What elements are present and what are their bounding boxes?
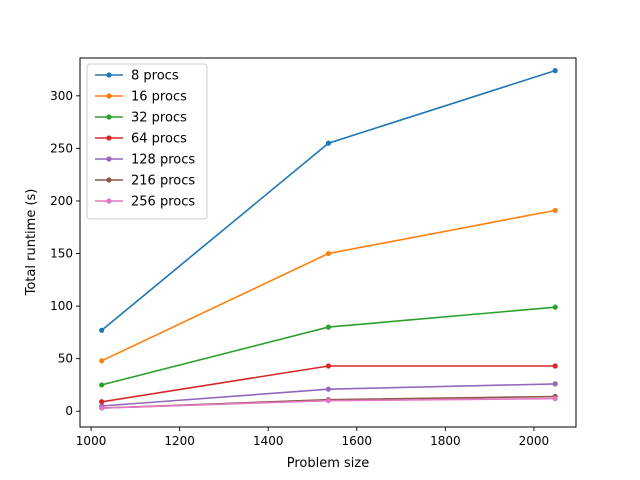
legend-item: 256 procs <box>95 195 195 210</box>
legend-label: 16 procs <box>131 90 187 105</box>
data-point <box>552 363 558 369</box>
y-tick-label: 300 <box>50 89 73 103</box>
series-layer <box>99 68 558 411</box>
data-point <box>552 207 558 214</box>
x-tick-label: 1200 <box>164 434 195 448</box>
legend-label: 32 procs <box>131 111 187 126</box>
legend-item: 64 procs <box>95 132 187 147</box>
data-point <box>552 381 558 387</box>
legend-label: 256 procs <box>131 195 195 210</box>
legend-swatch-marker <box>106 114 112 120</box>
data-point <box>99 405 105 411</box>
legend-item: 128 procs <box>95 153 195 168</box>
x-axis-label: Problem size <box>287 456 370 471</box>
legend-swatch-marker <box>106 198 112 204</box>
series-2 <box>99 304 558 388</box>
y-tick-label: 100 <box>50 299 73 313</box>
legend-item: 32 procs <box>95 111 187 126</box>
legend: 8 procs 16 procs 32 procs 64 procs 128 procs… <box>86 63 208 220</box>
data-point <box>99 327 105 333</box>
legend-label: 128 procs <box>131 153 195 168</box>
legend-item: 16 procs <box>95 90 187 105</box>
y-axis-label: Total runtime (s) <box>24 189 39 297</box>
y-tick-label: 200 <box>50 194 73 208</box>
x-tick-label: 1000 <box>76 434 107 448</box>
data-point <box>99 399 105 405</box>
data-point <box>552 68 558 74</box>
data-point <box>552 396 558 402</box>
data-point <box>325 250 332 257</box>
series-6 <box>99 396 558 411</box>
data-point <box>552 304 558 310</box>
plot-frame <box>79 57 577 428</box>
data-point <box>325 398 332 404</box>
series-3 <box>99 363 558 405</box>
legend-label: 216 procs <box>131 174 195 189</box>
x-tick-label: 1800 <box>430 434 461 448</box>
legend-item: 216 procs <box>95 174 195 189</box>
legend-swatch-marker <box>106 135 112 141</box>
legend-swatch-marker <box>106 156 112 162</box>
data-point <box>325 324 332 330</box>
legend-label: 64 procs <box>131 132 187 147</box>
legend-swatch-marker <box>106 177 112 183</box>
data-point <box>325 140 332 146</box>
x-axis: 1000 1200 1400 1600 1800 2000 <box>76 427 549 448</box>
data-point <box>99 358 105 364</box>
y-tick-label: 0 <box>65 404 73 418</box>
data-point <box>325 386 332 392</box>
x-tick-label: 1600 <box>342 434 373 448</box>
x-tick-label: 1400 <box>253 434 284 448</box>
data-point <box>99 382 105 388</box>
data-point <box>325 363 332 369</box>
y-axis: 0 50 100 150 200 250 300 <box>50 89 80 418</box>
y-tick-label: 250 <box>50 141 73 155</box>
legend-item: 8 procs <box>95 69 179 84</box>
y-tick-label: 50 <box>58 352 73 366</box>
legend-swatch-marker <box>106 93 112 99</box>
legend-label: 8 procs <box>131 69 179 84</box>
x-tick-label: 2000 <box>519 434 550 448</box>
legend-swatch-marker <box>106 72 112 78</box>
series-0 <box>99 68 558 333</box>
y-tick-label: 150 <box>50 247 73 261</box>
series-1 <box>99 207 558 364</box>
